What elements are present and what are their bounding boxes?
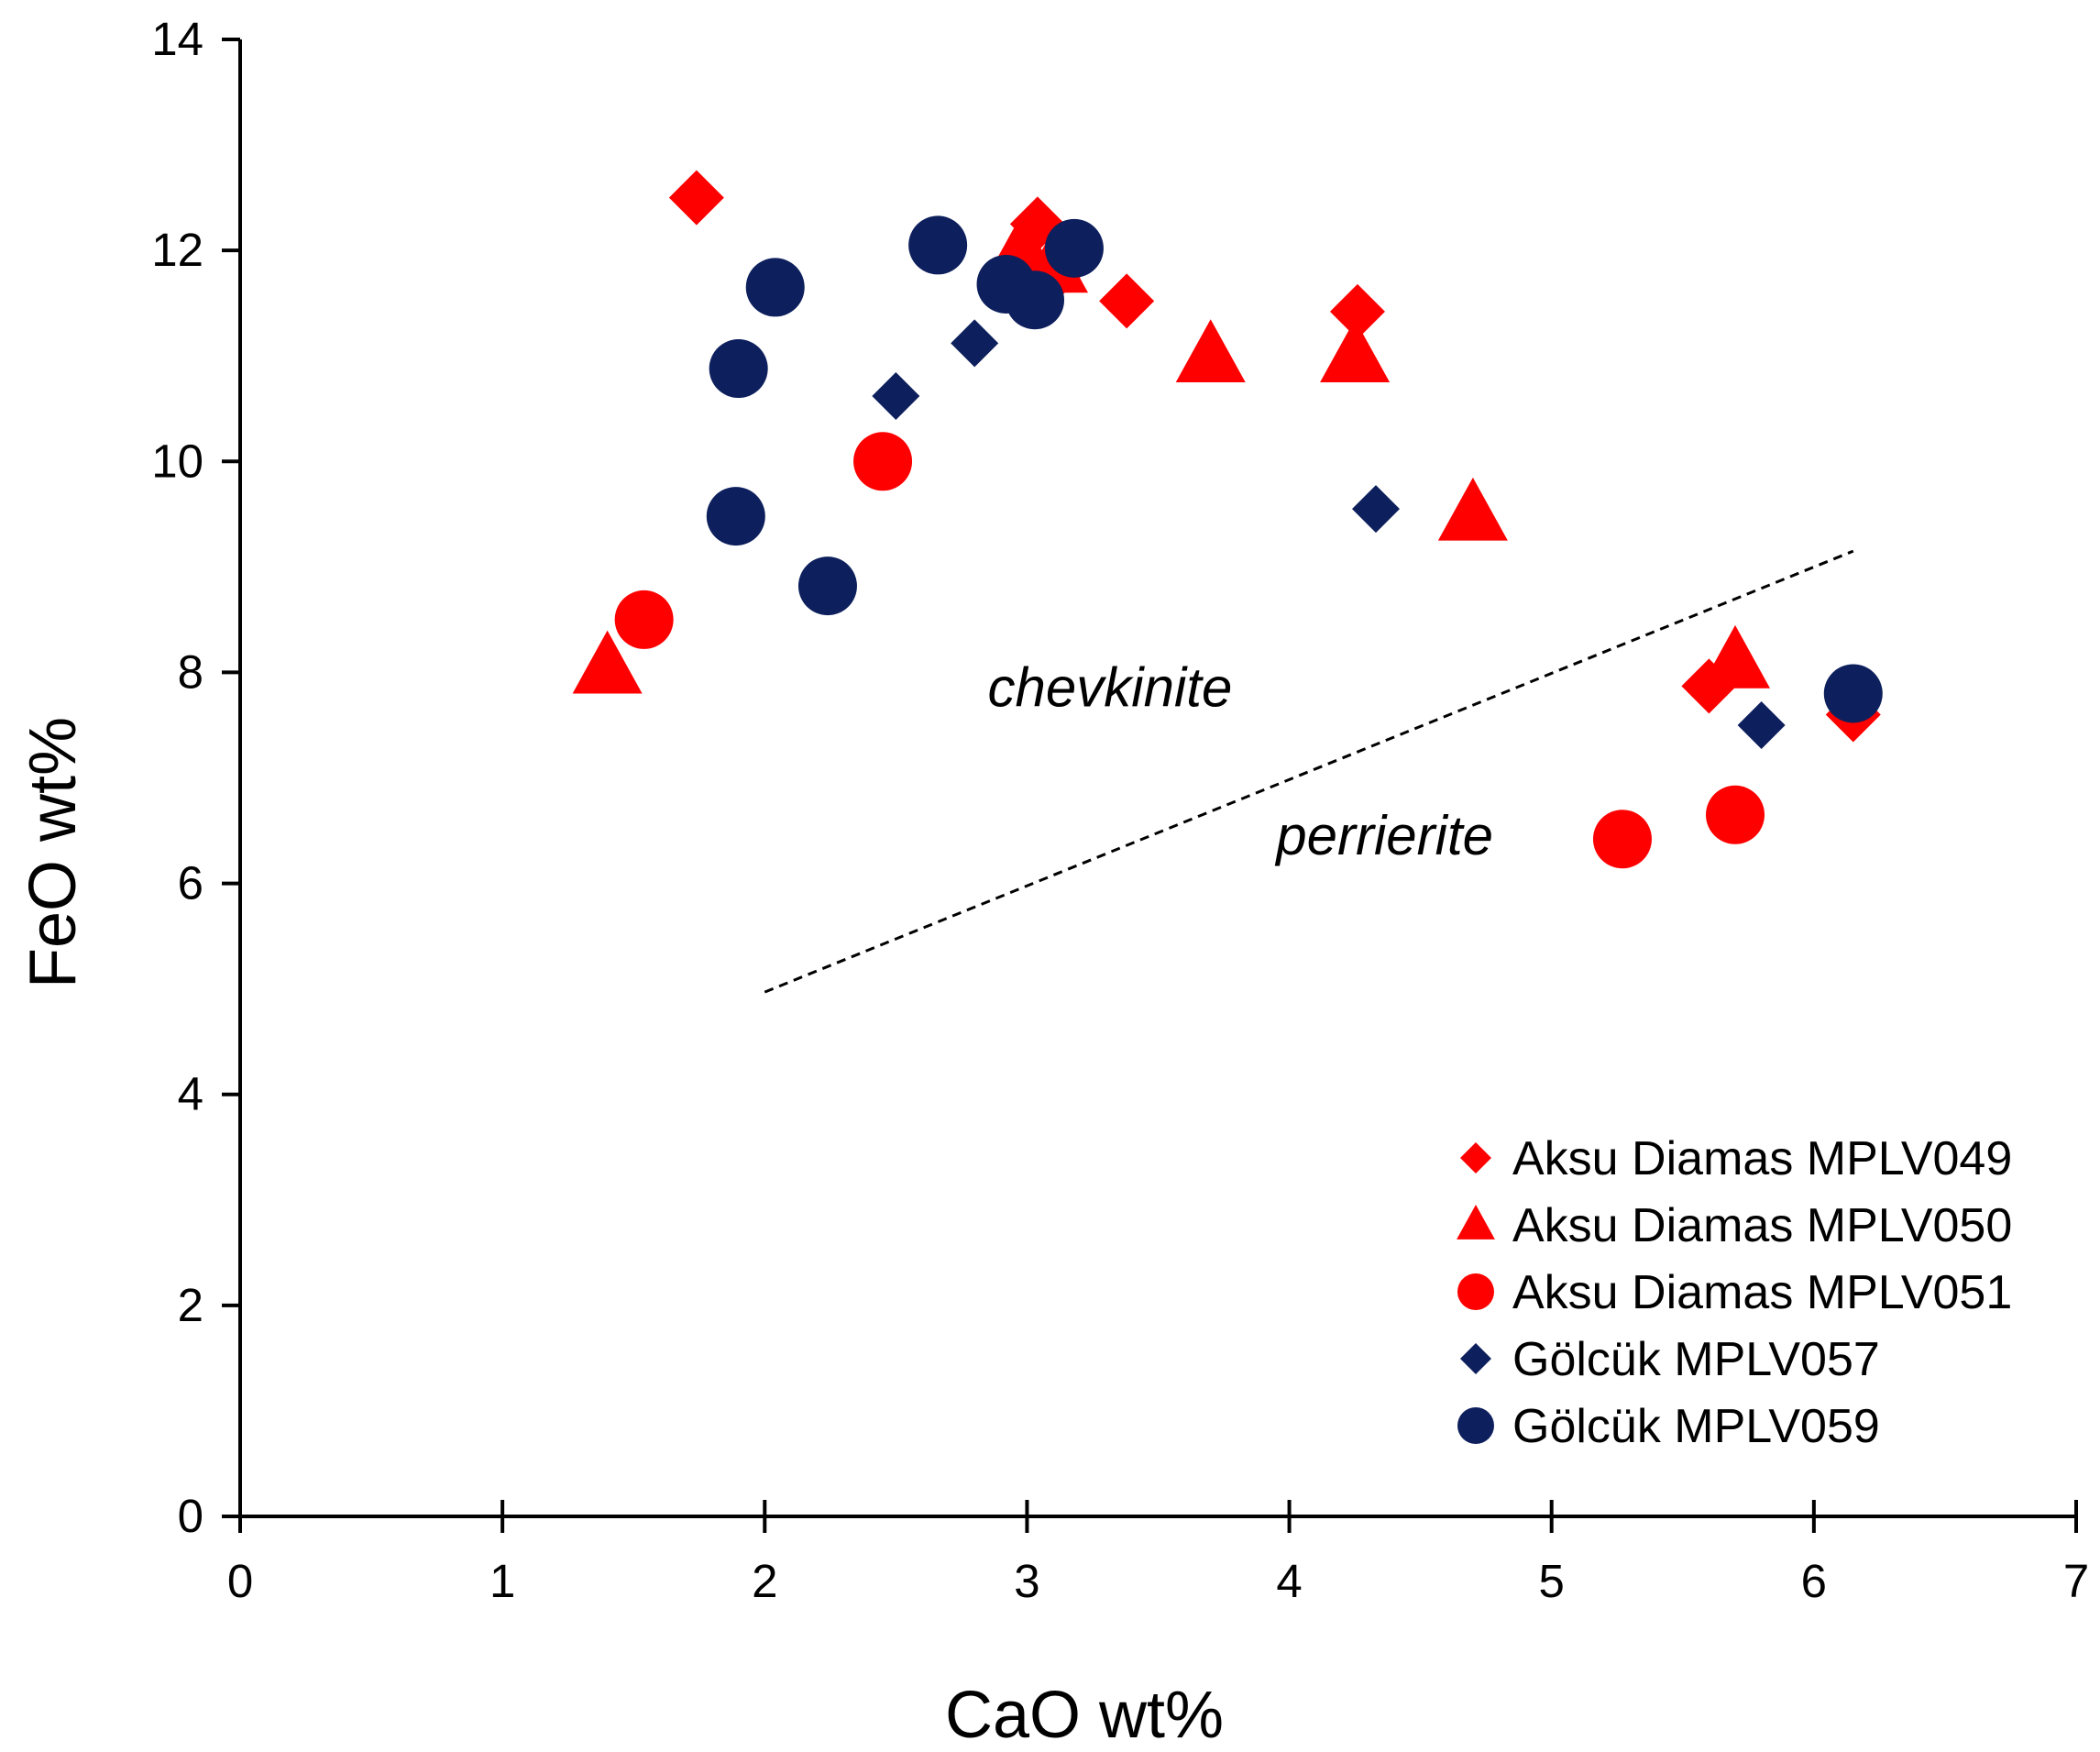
legend-label: Aksu Diamas MPLV050 [1512, 1199, 2012, 1252]
data-point [1175, 319, 1246, 383]
series-0 [668, 170, 1881, 743]
divider-line [764, 549, 1854, 994]
data-point [951, 319, 999, 368]
x-tick-label: 4 [1276, 1555, 1302, 1607]
y-axis-title: FeO wt% [16, 717, 90, 988]
y-tick-label: 12 [151, 224, 203, 276]
data-point [908, 215, 968, 275]
data-point [797, 556, 857, 616]
y-tick-label: 8 [178, 645, 203, 698]
legend-marker [1457, 1205, 1495, 1240]
series-4 [706, 215, 1883, 723]
legend-label: Gölcük MPLV059 [1512, 1400, 1880, 1453]
data-point [853, 432, 913, 491]
data-point [1044, 218, 1104, 278]
divider-layer [764, 549, 1854, 994]
data-point [1320, 319, 1391, 383]
y-tick-label: 6 [178, 857, 203, 909]
data-point [709, 339, 768, 399]
legend-marker [1460, 1142, 1491, 1174]
y-tick-label: 0 [178, 1490, 203, 1542]
data-point [1437, 477, 1508, 541]
x-tick-label: 5 [1539, 1555, 1565, 1607]
data-point [706, 487, 765, 546]
annotations: chevkinite perrierite [988, 657, 1494, 866]
x-tick-label: 2 [752, 1555, 777, 1607]
data-point [1592, 810, 1652, 869]
data-point [1700, 624, 1771, 689]
legend-label: Aksu Diamas MPLV049 [1512, 1132, 2012, 1185]
legend-marker [1457, 1407, 1494, 1444]
y-tick-label: 4 [178, 1068, 203, 1120]
x-tick-label: 0 [227, 1555, 253, 1607]
data-point [572, 630, 643, 694]
legend-label: Aksu Diamas MPLV051 [1512, 1266, 2012, 1319]
legend-label: Gölcük MPLV057 [1512, 1333, 1880, 1386]
series-3 [872, 319, 1786, 749]
data-point [614, 590, 674, 649]
legend-marker [1460, 1343, 1491, 1374]
x-axis-title: CaO wt% [945, 1679, 1224, 1752]
data-point [745, 258, 805, 317]
data-point [1099, 273, 1155, 329]
data-point [668, 170, 724, 226]
data-point [1706, 785, 1765, 844]
legend-marker [1457, 1273, 1494, 1310]
x-tick-label: 6 [1801, 1555, 1827, 1607]
x-tick-label: 3 [1014, 1555, 1039, 1607]
series-2 [614, 432, 1765, 869]
data-point [1006, 270, 1065, 330]
annotation-label: perrierite [1274, 805, 1493, 866]
data-point [1351, 485, 1400, 534]
data-point [1737, 700, 1786, 749]
data-point [1329, 283, 1385, 339]
legend: Aksu Diamas MPLV049 Aksu Diamas MPLV050 Ak… [1457, 1132, 2012, 1453]
data-point [872, 371, 920, 420]
y-tick-label: 2 [178, 1279, 203, 1331]
data-points [572, 170, 1883, 869]
data-point [1823, 664, 1883, 723]
x-tick-label: 1 [489, 1555, 515, 1607]
y-tick-label: 10 [151, 435, 203, 487]
y-tick-label: 14 [151, 13, 203, 65]
annotation-label: chevkinite [988, 657, 1233, 719]
x-tick-label: 7 [2063, 1555, 2089, 1607]
